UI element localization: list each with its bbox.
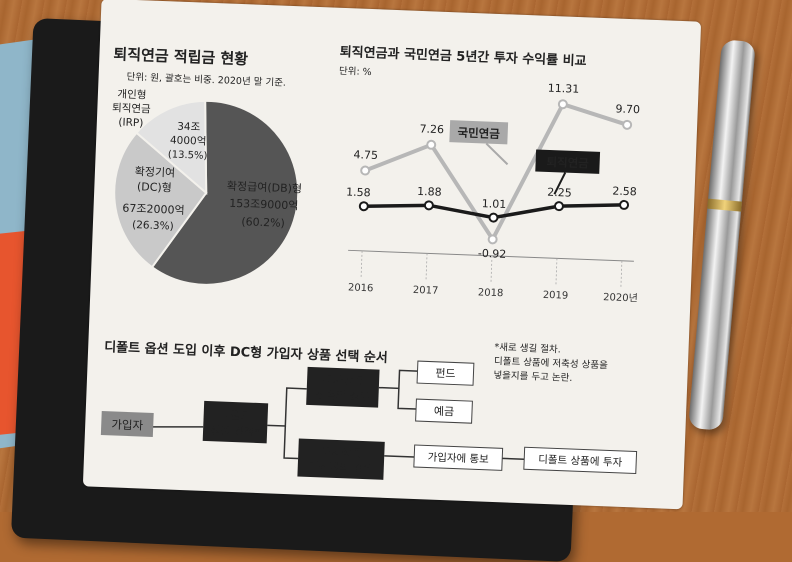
line-point: [619, 199, 630, 210]
line-point: [553, 201, 564, 212]
line-title: 퇴직연금과 국민연금 5년간 투자 수익률 비교: [339, 44, 586, 69]
pie-chart: [113, 99, 300, 286]
connector-chosen-fund: [378, 369, 418, 390]
connector-notify-invest: [502, 457, 525, 460]
connector-unchosen-notify: [384, 455, 415, 458]
pie-slice-2: [135, 99, 208, 196]
pie-value-dc: 67조2000억: [122, 202, 185, 217]
line-x-gridline: [425, 253, 428, 280]
pie-percent-db: (60.2%): [241, 215, 285, 230]
line-x-gridline: [620, 260, 623, 287]
line-x-gridline: [490, 255, 493, 282]
pie-title: 퇴직연금 적립금 현황: [113, 45, 248, 68]
deposit-label: 예금: [434, 405, 455, 419]
line-point: [488, 212, 499, 223]
line-chart: 2016 2017 2018 2019 2020년 4.75 7.26 -0.92 11.31 9…: [346, 82, 640, 305]
pie-value-irp-1: 34조: [177, 121, 201, 134]
line-data-label: 1.01: [481, 197, 506, 211]
line-unit: 단위: %: [339, 65, 372, 78]
pen-gold-band: [707, 198, 742, 212]
start-label: 가입자: [111, 417, 144, 432]
line-point: [426, 139, 437, 150]
line-point: [487, 234, 498, 245]
fund-box: [416, 360, 475, 386]
invest-label: 디폴트 상품에 투자: [538, 454, 623, 469]
line-x-axis: [348, 249, 634, 262]
line-data-label: 2.25: [547, 186, 572, 200]
line-x-tick-label: 2019: [543, 290, 569, 302]
line-x-tick-label: 2016: [348, 282, 374, 294]
invest-box: [523, 446, 638, 475]
pie-label-db: 확정급여(DB)형: [227, 180, 303, 196]
pie-subtitle: 단위: 원, 괄호는 비중. 2020년 말 기준.: [126, 71, 286, 89]
line-data-label: 1.88: [417, 185, 442, 199]
pie-label-dc-2: (DC)형: [137, 180, 172, 194]
line-x-gridline: [555, 258, 558, 285]
default-label-2: 상품 결정*: [210, 424, 260, 439]
unchosen-label-2: 미선택의 경우: [308, 460, 373, 475]
line-point: [423, 200, 434, 211]
line-x-tick-label: 2018: [478, 287, 504, 299]
pie-label-dc-1: 확정기여: [134, 165, 175, 180]
pie-slice-0: [150, 99, 300, 286]
start-box: [100, 410, 154, 437]
unchosen-box: [297, 438, 385, 480]
flow-title: 디폴트 옵션 도입 이후 DC형 가입자 상품 선택 순서: [104, 339, 388, 366]
line-data-label: 1.58: [346, 186, 371, 200]
default-box: [202, 400, 269, 444]
line-data-label: 2.58: [612, 184, 637, 198]
pie-slice-1: [113, 131, 208, 269]
legend-nps-box: [449, 120, 509, 145]
pie-label-irp-3: (IRP): [118, 116, 143, 129]
legend-pension: 퇴직연금: [546, 155, 589, 171]
line-point: [358, 201, 369, 212]
legend-nps: 국민연금: [457, 125, 500, 141]
line-point: [622, 119, 633, 130]
line-data-label: -0.92: [478, 247, 507, 261]
line-point: [557, 99, 568, 110]
notify-label: 가입자에 통보: [427, 451, 489, 466]
notebook-page: 퇴직연금 적립금 현황 단위: 원, 괄호는 비중. 2020년 말 기준. 확…: [82, 0, 702, 510]
default-label-1: 디폴트: [220, 409, 251, 423]
deposit-box: [415, 398, 473, 424]
pie-label-irp-1: 개인형: [117, 88, 146, 101]
connector-start-default: [151, 426, 204, 428]
notify-box: [413, 444, 504, 471]
flow-note-3: 넣을지를 두고 논란.: [493, 369, 572, 384]
line-data-label: 9.70: [615, 102, 640, 116]
line-x-tick-label: 2017: [413, 285, 439, 297]
infographic-canvas: 퇴직연금 적립금 현황 단위: 원, 괄호는 비중. 2020년 말 기준. 확…: [100, 44, 640, 480]
line-x-gridline: [360, 250, 363, 277]
pie-label-irp-2: 퇴직연금: [112, 102, 151, 115]
connector-default-chosen: [267, 387, 307, 427]
legend-pension-box: [535, 149, 601, 174]
line-data-label: 7.26: [419, 122, 444, 136]
line-data-label: 4.75: [353, 148, 378, 162]
connector-chosen-deposit: [397, 388, 417, 410]
flow-note-2: 디폴트 상품에 저축성 상품을: [494, 356, 609, 371]
pie-value-irp-2: 4000억: [170, 134, 207, 147]
legend-nps-pointer: [485, 142, 509, 166]
unchosen-label-1: 투자상품: [321, 445, 362, 460]
chosen-label-1: 투자상품: [323, 373, 364, 388]
pie-value-db: 153조9000억: [229, 197, 299, 213]
pie-percent-irp: (13.5%): [168, 149, 208, 162]
line-x-tick-label: 2020년: [603, 291, 638, 304]
pie-percent-dc: (26.3%): [132, 219, 174, 233]
flow-note-1: *새로 생길 절차.: [494, 341, 561, 356]
line-data-label: 11.31: [547, 82, 579, 96]
chosen-label-2: 선택의 경우: [315, 388, 370, 403]
connector-default-unchosen: [283, 426, 299, 460]
chosen-box: [306, 366, 380, 408]
line-point: [360, 165, 371, 176]
flow-connectors: [151, 369, 525, 460]
fund-label: 펀드: [435, 367, 456, 381]
legend-pension-pointer: [553, 172, 567, 195]
